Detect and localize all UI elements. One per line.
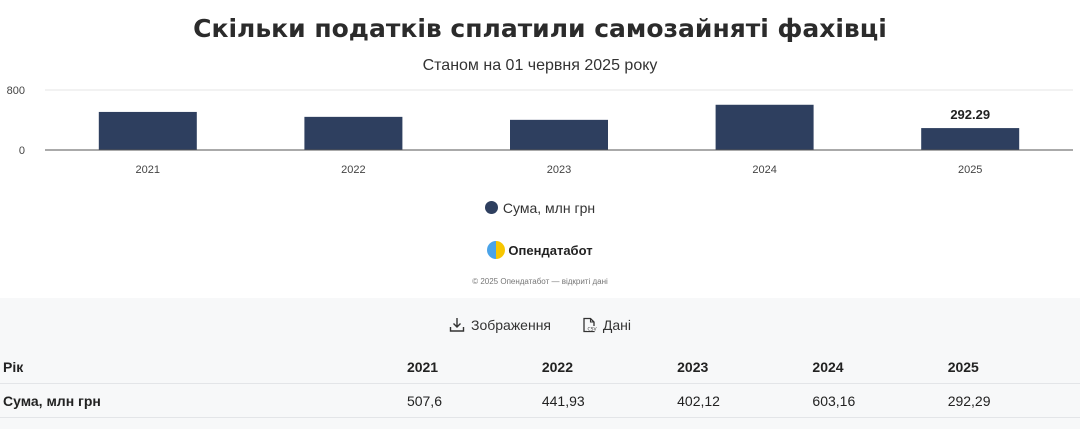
data-table: Рік 2021 2022 2023 2024 2025 Сума, млн г…	[0, 350, 1080, 418]
x-tick-label: 2023	[547, 164, 571, 176]
x-tick-label: 2021	[136, 164, 160, 176]
bar	[510, 119, 608, 150]
logo-icon	[487, 241, 506, 259]
row-label-cell: Сума, млн грн	[0, 383, 404, 418]
data-panel: Зображення CSV Дані Рік 2021 2022 2023 2…	[0, 298, 1080, 429]
copyright-text: © 2025 Опендатабот — відкриті дані	[472, 277, 608, 286]
actions-bar: Зображення CSV Дані	[0, 317, 1080, 336]
value-cell: 292,29	[944, 383, 1080, 418]
table-row: Сума, млн грн 507,6 441,93 402,12 603,16…	[0, 383, 1080, 418]
download-data-button[interactable]: CSV Дані	[581, 317, 631, 333]
legend[interactable]: Сума, млн грн	[0, 200, 1080, 216]
download-icon	[449, 318, 465, 332]
x-tick-label: 2024	[752, 164, 776, 176]
legend-label: Сума, млн грн	[502, 200, 596, 216]
bar	[715, 104, 814, 150]
legend-marker	[484, 201, 498, 214]
chart-title: Скільки податків сплатили самозайняті фа…	[193, 14, 887, 43]
value-cell: 507,6	[403, 383, 539, 418]
svg-text:CSV: CSV	[587, 326, 597, 332]
table-header-row: Рік 2021 2022 2023 2024 2025	[0, 350, 1080, 384]
data-label: 292.29	[950, 107, 990, 122]
bar-chart-plot: 0 800 2021 2022 2023 2024 2025 292.29	[7, 85, 1073, 176]
header-year-cell: 2023	[674, 350, 810, 384]
header-label-cell: Рік	[0, 350, 404, 384]
csv-file-icon: CSV	[583, 317, 597, 332]
opendatabot-logo: Опендатабот	[0, 241, 1080, 259]
header-year-cell: 2024	[809, 350, 945, 384]
download-data-label: Дані	[602, 317, 632, 333]
value-cell: 402,12	[674, 383, 810, 418]
download-image-label: Зображення	[470, 317, 552, 333]
bar	[304, 116, 403, 150]
y-tick-label: 0	[19, 145, 25, 157]
y-tick-label: 800	[7, 85, 25, 97]
header-year-cell: 2025	[944, 350, 1080, 384]
value-cell: 603,16	[809, 383, 945, 418]
bar	[98, 111, 197, 150]
chart-area: Скільки податків сплатили самозайняті фа…	[0, 14, 1080, 286]
x-tick-label: 2025	[958, 164, 982, 176]
logo-text: Опендатабот	[508, 243, 593, 258]
value-cell: 441,93	[538, 383, 675, 418]
chart-subtitle: Станом на 01 червня 2025 року	[422, 57, 658, 74]
header-year-cell: 2022	[538, 350, 675, 384]
download-image-button[interactable]: Зображення	[449, 317, 551, 333]
bar	[921, 128, 1020, 150]
header-year-cell: 2021	[403, 350, 539, 384]
x-tick-label: 2022	[341, 164, 365, 176]
